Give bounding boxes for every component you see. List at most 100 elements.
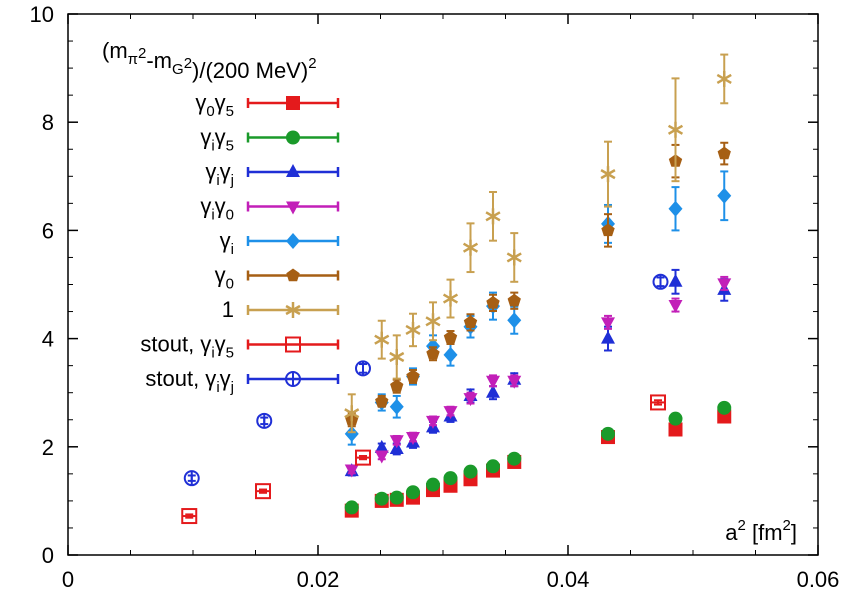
x-tick-label: 0.06 (797, 567, 840, 592)
data-point (426, 415, 440, 429)
data-points (181, 53, 732, 525)
star-stroke (506, 252, 522, 263)
data-point (507, 293, 521, 307)
star-stroke (389, 351, 405, 363)
star-stroke (425, 316, 441, 327)
data-point (716, 70, 732, 87)
legend-marker (286, 164, 300, 177)
data-point (668, 300, 683, 314)
star-stroke (600, 169, 616, 180)
data-point (717, 400, 732, 415)
y-tick-label: 0 (42, 543, 54, 568)
data-point (425, 313, 441, 330)
legend-marker (286, 268, 300, 282)
x-tick-label: 0 (62, 567, 74, 592)
series-1 (344, 400, 732, 515)
legend-label: γi (220, 228, 234, 258)
data-point (507, 312, 522, 329)
data-point (374, 450, 389, 464)
legend-item-7: stout, γiγ5 (140, 332, 340, 362)
data-point (717, 187, 732, 204)
data-point (443, 471, 458, 486)
legend-item-0: γ0γ5 (195, 90, 340, 120)
data-point (668, 200, 683, 217)
legend-item-6: 1 (222, 297, 340, 322)
legend-marker (286, 96, 300, 110)
series-0 (344, 409, 732, 518)
data-point (486, 384, 500, 398)
legend-item-1: γiγ5 (200, 125, 340, 155)
data-point (486, 295, 500, 309)
star-stroke (716, 73, 732, 85)
legend-marker (285, 302, 301, 318)
legend-item-4: γi (220, 228, 340, 258)
star-stroke (285, 304, 301, 316)
data-point (390, 379, 404, 392)
legend-label: 1 (222, 297, 234, 322)
data-point (375, 394, 389, 407)
x-axis-label: a2 [fm2] (725, 517, 797, 545)
data-point (405, 321, 421, 338)
data-point (601, 223, 615, 237)
data-point (667, 121, 684, 138)
data-point (486, 375, 500, 389)
legend-label: γiγ5 (200, 125, 234, 155)
data-point (406, 485, 420, 500)
y-tick-label: 10 (30, 2, 54, 27)
data-point (462, 239, 479, 256)
y-tick-label: 4 (42, 327, 54, 352)
star-stroke (374, 334, 390, 345)
legend-item-5: γ0 (215, 263, 340, 293)
star-stroke (442, 293, 459, 304)
series-3 (344, 275, 732, 478)
data-point (389, 348, 405, 365)
data-point (668, 422, 683, 437)
star-stroke (344, 408, 360, 419)
data-point (485, 208, 501, 225)
data-point (601, 426, 615, 441)
data-point (601, 317, 615, 331)
x-tick-label: 0.04 (547, 567, 590, 592)
data-point (600, 166, 616, 183)
legend-label: stout, γiγj (145, 366, 234, 396)
data-point (426, 346, 440, 360)
data-point (406, 369, 420, 383)
data-point (486, 459, 500, 474)
star-stroke (462, 242, 479, 253)
data-point (374, 331, 390, 348)
data-point (443, 346, 458, 363)
data-point (406, 432, 420, 446)
legend-label: γiγj (205, 159, 234, 189)
data-point (507, 451, 522, 466)
data-point (717, 146, 731, 160)
data-point (443, 330, 458, 344)
legend-marker (286, 233, 300, 249)
data-point (463, 464, 478, 479)
legend-item-8: stout, γiγj (145, 366, 340, 396)
series-7 (181, 394, 666, 525)
legend-item-2: γiγj (205, 159, 340, 189)
legend-label: stout, γiγ5 (140, 332, 234, 362)
legend-marker (286, 201, 300, 215)
series-6 (344, 53, 732, 434)
legend-marker (286, 130, 300, 145)
legend-label: γ0 (215, 263, 234, 293)
data-point (389, 435, 404, 449)
data-point (507, 375, 522, 389)
star-stroke (667, 124, 684, 135)
y-tick-label: 8 (42, 110, 54, 135)
legend-item-3: γiγ0 (200, 194, 340, 224)
star-stroke (485, 211, 501, 222)
chart-title: (mπ2-mG2)/(200 MeV)2 (102, 38, 317, 83)
y-tick-label: 2 (42, 435, 54, 460)
data-point (601, 330, 615, 344)
data-point (344, 405, 360, 422)
data-point (717, 278, 732, 292)
data-point (374, 439, 389, 453)
data-point (344, 500, 359, 515)
data-point (389, 398, 404, 415)
star-stroke (405, 324, 421, 336)
axes-ticks: 0 0.02 0.04 0.06 0 2 4 6 8 10 (30, 2, 840, 592)
